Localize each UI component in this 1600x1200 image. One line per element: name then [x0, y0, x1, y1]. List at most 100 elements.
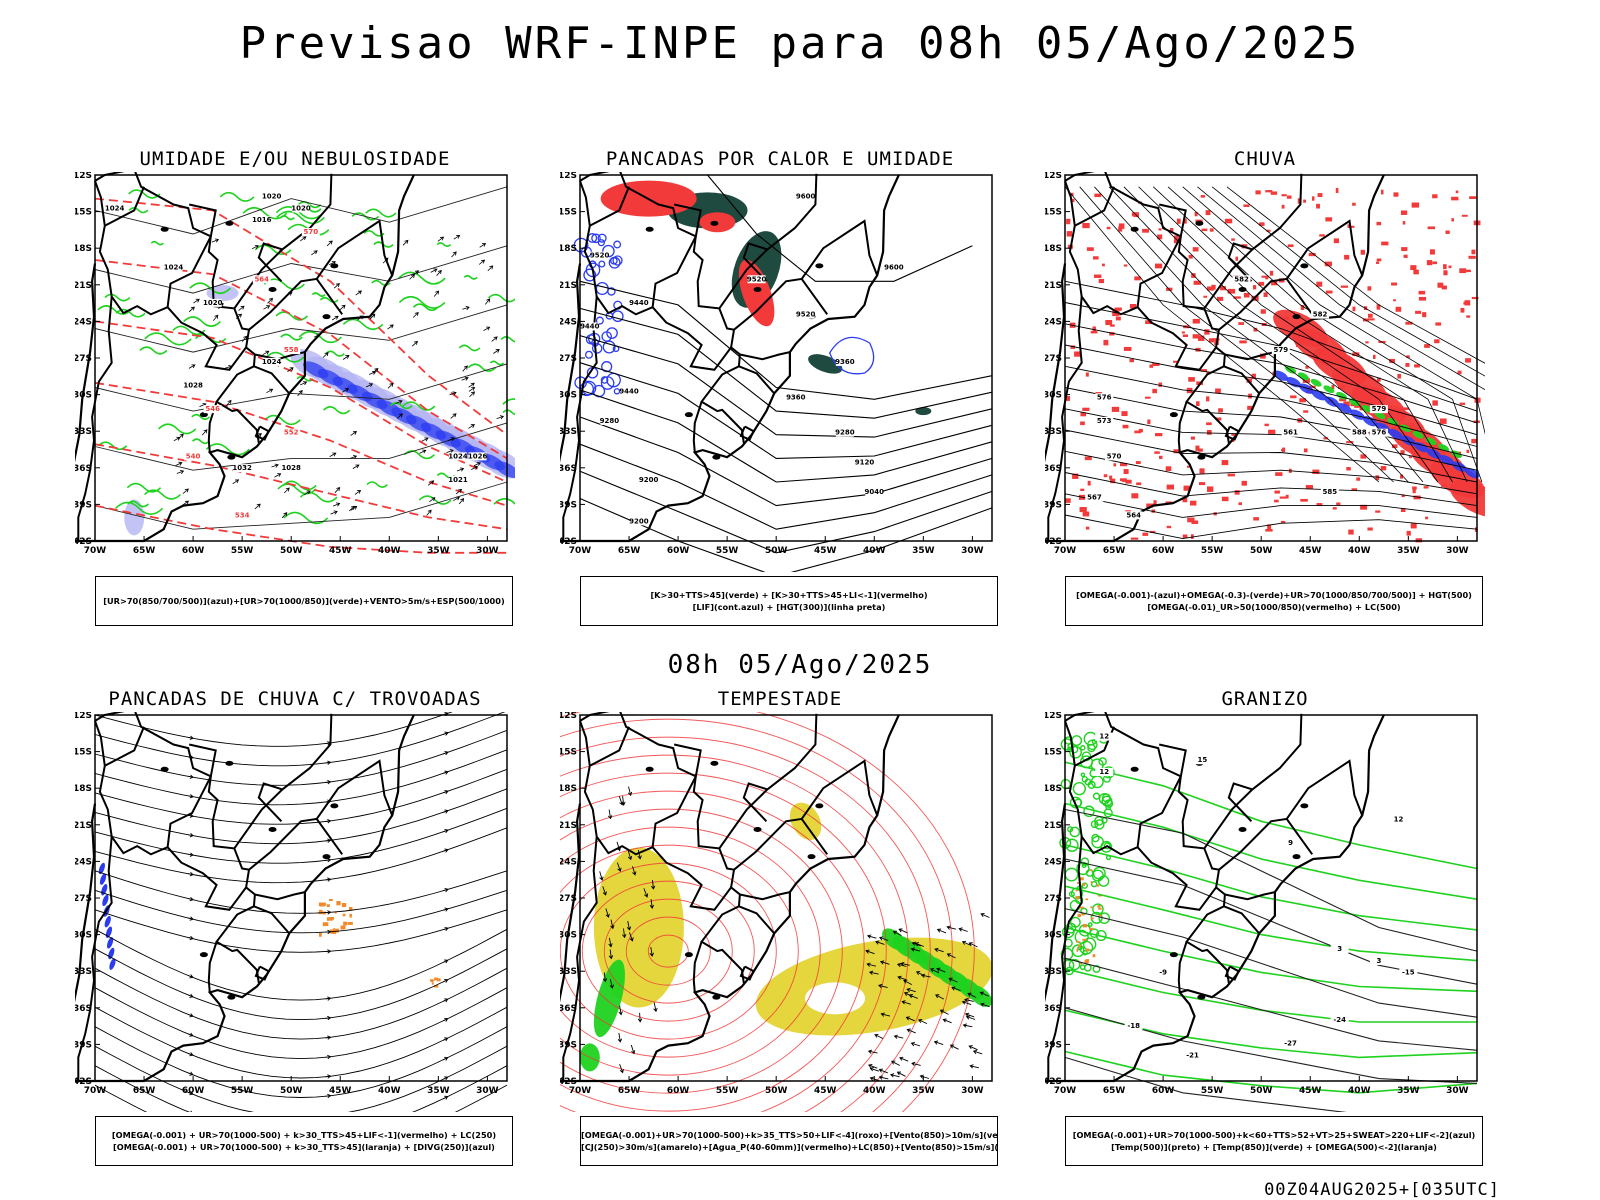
- temp850-green-contour: [1064, 844, 1478, 931]
- precip-water-contour: [560, 712, 975, 1112]
- wind-vector: [262, 350, 270, 356]
- rain-red-speckle: [1084, 456, 1092, 461]
- rain-red-speckle: [1070, 345, 1076, 349]
- rain-red-speckle: [1352, 306, 1356, 312]
- lon-label: 65W: [133, 546, 156, 556]
- rain-red-speckle: [1252, 285, 1257, 290]
- lif-blue-contour: [612, 255, 623, 266]
- wind-vector: [437, 236, 445, 242]
- rain-red-speckle: [1196, 401, 1200, 407]
- contour-label: 12: [1099, 733, 1109, 741]
- country-border: [1136, 846, 1217, 911]
- omega-orange: [1090, 881, 1093, 884]
- wind-vector: [905, 1016, 915, 1022]
- humidity-green-contour: [323, 406, 351, 415]
- wind-vector: [411, 340, 418, 347]
- rain-red-speckle: [1152, 388, 1157, 394]
- wind-vector: [254, 503, 261, 510]
- wind-vector: [951, 986, 961, 991]
- lon-label: 50W: [765, 546, 788, 556]
- rain-red-speckle: [1118, 223, 1125, 229]
- rain-red-speckle: [1403, 254, 1408, 258]
- wind-vector: [608, 949, 614, 960]
- thunder-orange: [319, 902, 325, 907]
- contour-label: 9600: [884, 263, 904, 271]
- rain-red-speckle: [1190, 436, 1195, 440]
- omega-orange: [1079, 877, 1084, 881]
- wind-vector: [211, 238, 220, 243]
- contour-label: 573: [1097, 417, 1112, 425]
- streamline: [1182, 186, 1485, 435]
- contour-label: 567: [1087, 494, 1102, 502]
- lake-blot: [330, 263, 339, 269]
- temp850-green-contour: [1064, 1009, 1478, 1059]
- temp850-green-contour: [1080, 772, 1086, 778]
- streamline: [1197, 186, 1485, 391]
- streamline-arrow: [325, 877, 332, 882]
- rain-red-speckle: [1080, 412, 1087, 417]
- rain-red-speckle: [1451, 218, 1454, 222]
- contour-label: 9440: [629, 299, 649, 307]
- country-border: [1227, 782, 1253, 822]
- rain-red-speckle: [1149, 364, 1154, 368]
- rain-red-speckle: [1414, 364, 1420, 368]
- lake-blot: [160, 766, 169, 772]
- wind-vector: [329, 452, 337, 457]
- wind-vector: [878, 936, 889, 941]
- rain-red-speckle: [1082, 511, 1090, 517]
- rain-red-speckle: [1191, 520, 1199, 524]
- rain-red-speckle: [1311, 196, 1315, 201]
- rain-red-speckle: [1166, 484, 1175, 490]
- rain-red-speckle: [1065, 395, 1071, 401]
- contour-label-bg: [1095, 732, 1114, 741]
- streamline-arrow: [188, 852, 194, 857]
- streamline-arrow: [188, 1013, 194, 1018]
- streamline-arrow: [325, 760, 332, 765]
- streamline: [94, 1026, 508, 1098]
- hgt-contour: [579, 335, 993, 438]
- rain-green-area: [1374, 411, 1386, 420]
- rain-red-speckle: [1188, 377, 1195, 382]
- rain-red-speckle: [1235, 256, 1239, 261]
- rain-red-speckle: [1432, 261, 1437, 265]
- rain-red-speckle: [1339, 398, 1347, 402]
- lat-label: 21S: [75, 281, 92, 291]
- wind-vector: [946, 925, 957, 930]
- wind-vector: [965, 1015, 976, 1020]
- streamline-arrow: [188, 1110, 193, 1112]
- lake-blot: [330, 803, 339, 809]
- wind-vector: [617, 1032, 623, 1043]
- humidity-green-contour: [264, 414, 301, 426]
- contour-label-bg: [468, 452, 487, 461]
- wind-vector: [352, 464, 360, 469]
- rain-red-speckle: [1253, 327, 1258, 332]
- temp850-green-contour: [1060, 947, 1074, 961]
- lat-label: 39S: [1045, 1040, 1062, 1050]
- rain-red-speckle: [1300, 305, 1305, 311]
- rain-red-speckle: [1280, 520, 1286, 524]
- rain-red-speckle: [1360, 504, 1368, 510]
- humidity-green-contour: [139, 346, 168, 355]
- contour-label-bg: [1369, 405, 1388, 414]
- humidity-green-contour: [403, 450, 435, 460]
- isobar: [94, 481, 508, 530]
- thunder-orange: [326, 917, 330, 921]
- precip-water-contour: [560, 844, 799, 1058]
- contour-label: 9600: [796, 193, 816, 201]
- rain-red-speckle: [1136, 482, 1142, 486]
- lon-label: 55W: [231, 1086, 254, 1096]
- lat-label: 12S: [560, 172, 577, 181]
- humidity-green-contour: [296, 376, 314, 382]
- streamline-arrow: [443, 926, 449, 932]
- rain-red-speckle: [1082, 222, 1090, 229]
- omega-orange: [1083, 882, 1086, 886]
- lon-label: 35W: [1397, 1086, 1420, 1096]
- rain-red-speckle: [1134, 430, 1142, 434]
- streamline-arrow: [325, 1035, 332, 1040]
- rain-red-speckle: [1082, 407, 1090, 411]
- streamline-arrow: [443, 887, 449, 893]
- label-layer: 12 15 12 9 12 3 3 -15 -9 -18 -24 -21 -27: [1095, 732, 1418, 1060]
- contour-label: 9440: [580, 322, 600, 330]
- wind-vector: [958, 927, 968, 932]
